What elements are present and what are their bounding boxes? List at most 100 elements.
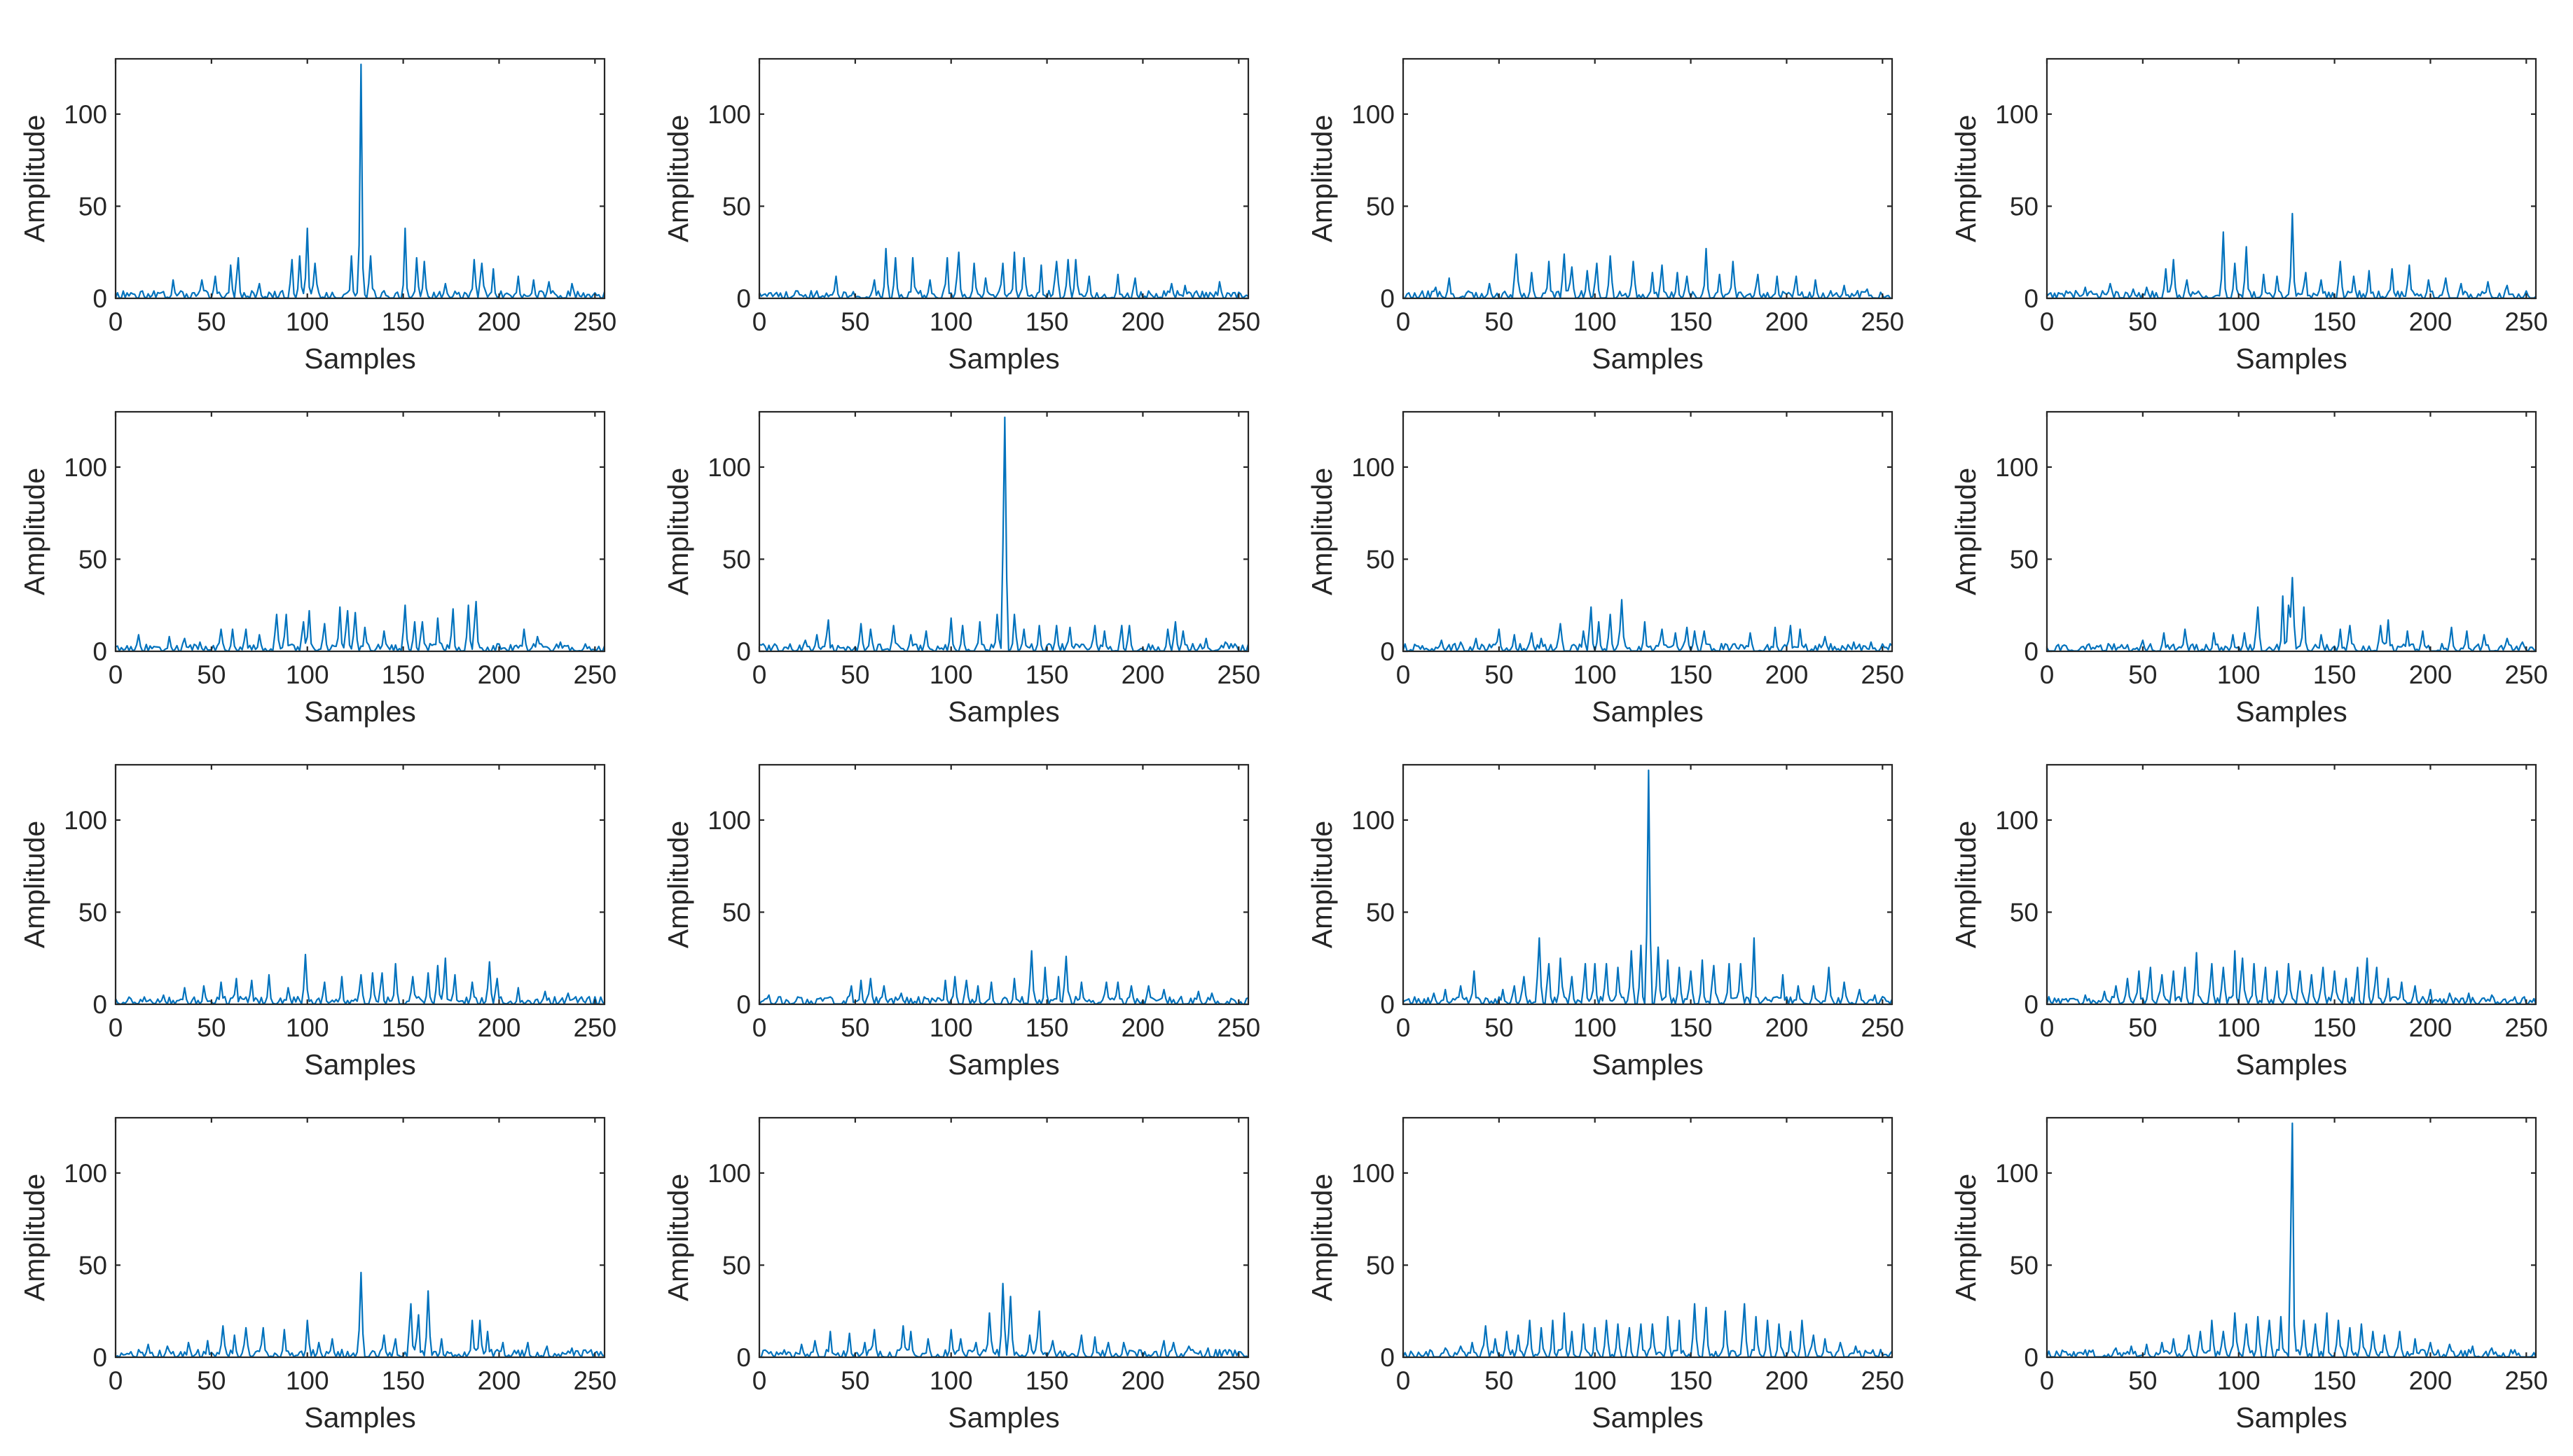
y-tick-label: 100 <box>1351 453 1395 482</box>
x-tick-label: 50 <box>2128 1013 2157 1042</box>
x-tick-label: 100 <box>930 660 973 689</box>
series-line <box>759 247 1249 300</box>
y-axis-label: Amplitude <box>1950 821 1982 948</box>
series-line <box>115 953 605 1006</box>
x-tick-label: 100 <box>286 1366 329 1395</box>
y-axis-label: Amplitude <box>1950 115 1982 242</box>
x-tick-label: 200 <box>478 660 521 689</box>
subplot-15: 0 50 100 150 200 250 0 50 100 Samples Amplitude <box>1306 1116 1904 1434</box>
x-axis-label: Samples <box>2235 342 2347 375</box>
x-tick-label: 0 <box>1396 1366 1411 1395</box>
x-tick-label: 150 <box>2313 1013 2357 1042</box>
x-axis-label: Samples <box>1592 342 1704 375</box>
x-axis-label: Samples <box>948 342 1060 375</box>
series-line <box>759 1282 1249 1359</box>
y-tick-label: 0 <box>2024 637 2039 666</box>
x-tick-label: 150 <box>1026 307 1069 336</box>
x-tick-label: 250 <box>1861 1366 1904 1395</box>
x-tick-label: 200 <box>1765 660 1809 689</box>
x-tick-label: 0 <box>752 1366 767 1395</box>
y-tick-label: 50 <box>2010 898 2039 927</box>
axes-box <box>2046 1116 2537 1359</box>
x-tick-label: 0 <box>109 660 123 689</box>
y-tick-label: 50 <box>78 898 107 927</box>
axes-box <box>2046 410 2537 653</box>
y-tick-label: 50 <box>1366 1251 1395 1280</box>
x-tick-label: 100 <box>930 1013 973 1042</box>
x-tick-label: 200 <box>478 1366 521 1395</box>
y-tick-label: 100 <box>708 806 751 835</box>
x-axis-label: Samples <box>2235 1401 2347 1434</box>
x-tick-label: 50 <box>841 307 869 336</box>
subplot-3: 0 50 100 150 200 250 0 50 100 Samples Amplitude <box>1306 57 1904 375</box>
series-line <box>115 600 606 652</box>
x-tick-label: 250 <box>573 1013 616 1042</box>
x-axis-label: Samples <box>304 695 416 728</box>
x-tick-label: 200 <box>1122 1366 1165 1395</box>
axes-box <box>758 57 1250 300</box>
x-axis-label: Samples <box>948 695 1060 728</box>
x-tick-label: 250 <box>2504 307 2548 336</box>
x-tick-label: 250 <box>1861 307 1904 336</box>
x-tick-label: 200 <box>1765 307 1809 336</box>
x-axis-label: Samples <box>304 1401 416 1434</box>
series-line <box>759 416 1250 653</box>
y-axis-label: Amplitude <box>1950 1174 1982 1301</box>
y-tick-label: 100 <box>1995 100 2039 129</box>
x-tick-label: 0 <box>1396 1013 1411 1042</box>
series-line <box>1402 1303 1893 1359</box>
x-tick-label: 150 <box>1026 1366 1069 1395</box>
x-tick-label: 0 <box>2040 307 2055 336</box>
x-tick-label: 50 <box>1484 660 1513 689</box>
y-axis-label: Amplitude <box>1306 115 1338 242</box>
x-tick-label: 0 <box>752 660 767 689</box>
x-tick-label: 100 <box>2217 1013 2261 1042</box>
x-tick-label: 100 <box>286 1013 329 1042</box>
y-tick-label: 0 <box>92 990 107 1019</box>
y-tick-label: 100 <box>1995 453 2039 482</box>
subplot-1: 0 50 100 150 200 250 0 50 100 Samples Amplitude <box>18 57 616 375</box>
y-tick-label: 100 <box>64 100 107 129</box>
y-tick-label: 100 <box>708 1159 751 1188</box>
x-tick-label: 250 <box>2504 660 2548 689</box>
subplot-10: 0 50 100 150 200 250 0 50 100 Samples Amplitude <box>662 763 1260 1081</box>
x-tick-label: 150 <box>1669 1013 1713 1042</box>
subplot-4: 0 50 100 150 200 250 0 50 100 Samples Amplitude <box>1950 57 2548 375</box>
x-axis-label: Samples <box>1592 1048 1704 1081</box>
x-tick-label: 50 <box>1484 1013 1513 1042</box>
y-tick-label: 100 <box>1351 806 1395 835</box>
y-tick-label: 0 <box>1380 990 1395 1019</box>
y-tick-label: 50 <box>722 1251 751 1280</box>
y-tick-label: 0 <box>736 284 751 313</box>
series-line <box>114 63 606 300</box>
x-tick-label: 250 <box>573 1366 616 1395</box>
y-tick-label: 0 <box>2024 990 2039 1019</box>
axes-box <box>114 1116 606 1359</box>
y-tick-label: 0 <box>92 637 107 666</box>
x-tick-label: 0 <box>109 1013 123 1042</box>
y-tick-label: 0 <box>92 1343 107 1372</box>
x-tick-label: 250 <box>1861 1013 1904 1042</box>
y-tick-label: 50 <box>1366 192 1395 221</box>
x-tick-label: 100 <box>2217 660 2261 689</box>
y-axis-label: Amplitude <box>1306 1174 1338 1301</box>
x-tick-label: 0 <box>2040 1366 2055 1395</box>
y-tick-label: 50 <box>2010 192 2039 221</box>
x-tick-label: 150 <box>382 660 425 689</box>
x-tick-label: 100 <box>2217 307 2261 336</box>
x-tick-label: 250 <box>1217 1366 1260 1395</box>
y-tick-label: 100 <box>708 453 751 482</box>
x-tick-label: 100 <box>286 307 329 336</box>
subplot-12: 0 50 100 150 200 250 0 50 100 Samples Amplitude <box>1950 763 2548 1081</box>
x-tick-label: 50 <box>197 307 226 336</box>
x-tick-label: 0 <box>1396 660 1411 689</box>
x-tick-label: 50 <box>197 1366 226 1395</box>
x-tick-label: 50 <box>841 660 869 689</box>
x-tick-label: 100 <box>1573 1013 1617 1042</box>
x-tick-label: 200 <box>1122 307 1165 336</box>
series-line <box>2046 1122 2537 1358</box>
y-tick-label: 50 <box>1366 545 1395 574</box>
x-tick-label: 200 <box>478 1013 521 1042</box>
y-tick-label: 100 <box>1351 100 1395 129</box>
